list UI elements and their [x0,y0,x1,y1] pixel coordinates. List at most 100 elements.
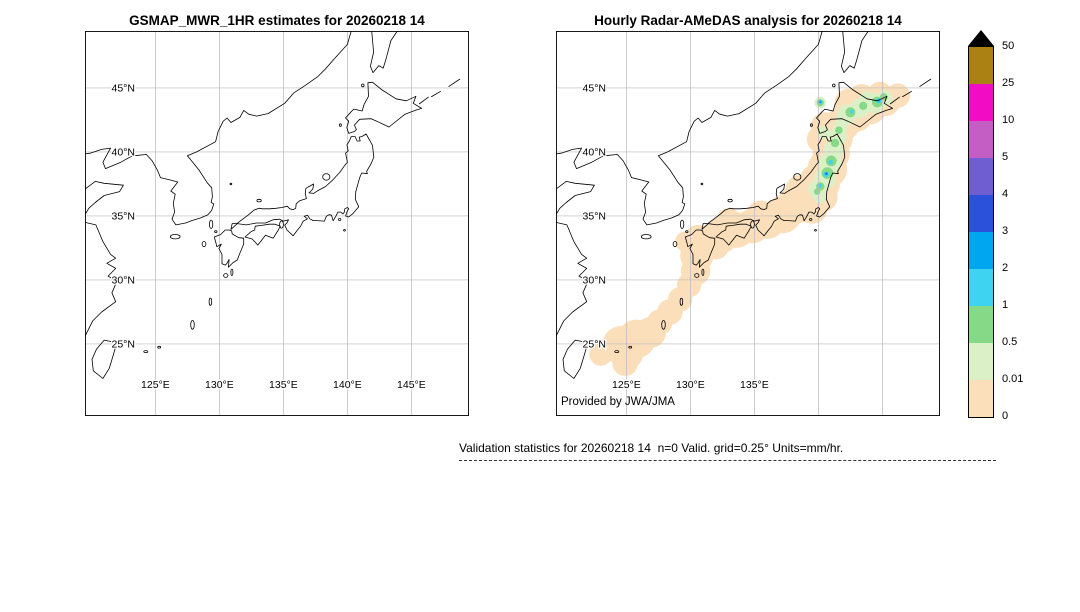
colorbar-tick-label: 5 [1002,151,1009,163]
island [793,173,802,181]
precip-cell [828,160,833,165]
island [701,268,705,276]
island [230,268,234,276]
colorbar-tick-label: 0.01 [1002,373,1024,385]
island [223,273,229,278]
coastline-path [230,133,375,237]
island [640,234,652,240]
coastline-path [85,181,124,215]
lon-tick-label: 125°E [141,379,170,391]
island [338,123,342,127]
precip-cell [612,350,638,377]
colorbar-segment [969,121,993,158]
right-map-title: Hourly Radar-AMeDAS analysis for 2026021… [594,13,902,28]
colorbar-tick-label: 0.5 [1002,336,1018,348]
coastline-path [91,339,117,379]
coastline-path [556,31,823,226]
island [661,319,666,330]
coastlines [556,31,932,379]
precip-cell [819,100,822,104]
lon-tick-label: 145°E [397,379,426,391]
coastlines [85,31,461,379]
colorbar-segment [969,232,993,269]
island [809,123,813,127]
island [672,241,678,248]
lat-tick-label: 45°N [583,82,606,94]
colorbar-overflow-triangle [968,30,994,46]
island [832,83,836,88]
colorbar-segment [969,47,993,84]
grid [85,31,469,416]
island [208,297,213,306]
island [680,219,685,229]
island [685,230,689,233]
coastline-path [562,339,588,379]
island [279,220,284,229]
island [256,198,262,203]
island [694,273,700,278]
lon-tick-label: 130°E [676,379,705,391]
coastline-path [418,96,429,105]
colorbar-tick-label: 4 [1002,188,1009,200]
island [814,229,817,232]
island [361,83,365,88]
precip-cell [813,188,821,195]
precip-cell [589,342,613,366]
colorbar-segment [969,343,993,380]
coastline-path [701,133,846,237]
precip-cell [835,126,843,134]
lon-tick-label: 135°E [740,379,769,391]
lon-tick-label: 125°E [612,379,641,391]
colorbar-tick-label: 50 [1002,40,1015,52]
precip-cell [675,231,696,252]
lon-tick-label: 140°E [333,379,362,391]
island [169,234,181,240]
island [338,218,342,221]
lat-tick-label: 25°N [112,338,135,350]
left-map-canvas: 45°N 40°N 35°N 30°N 25°N 125°E 130°E 135°E 140°E… [85,31,469,416]
coastline-path [430,90,442,98]
colorbar-tick-label: 2 [1002,262,1009,274]
lat-tick-label: 35°N [583,210,606,222]
lon-tick-label: 130°E [205,379,234,391]
coastline-path [345,81,422,134]
coastline-path [841,31,869,73]
island [143,350,149,354]
left-map-title: GSMAP_MWR_1HR estimates for 20260218 14 [129,13,425,28]
coastline-path [919,78,932,88]
colorbar-segment [969,158,993,195]
precip-cell [825,172,828,175]
coastline-path [244,223,281,246]
lat-tick-label: 40°N [583,146,606,158]
lat-tick-label: 30°N [583,274,606,286]
tick-labels: 45°N 40°N 35°N 30°N 25°N 125°E 130°E 135°E [581,81,770,392]
colorbar-tick-label: 3 [1002,225,1009,237]
island [727,198,733,203]
colorbar [968,30,994,418]
colorbar-segment [969,195,993,232]
lat-tick-label: 30°N [112,274,135,286]
precip-cell [849,109,854,114]
coastline-path [889,96,900,105]
lat-tick-label: 25°N [583,338,606,350]
colorbar-segment [969,84,993,121]
colorbar-tick-label: 10 [1002,114,1015,126]
coastline-path [85,31,352,226]
island [700,182,704,186]
coastline-path [901,90,913,98]
lat-tick-label: 35°N [112,210,135,222]
island [190,319,195,330]
coastline-path [85,222,118,337]
data-provider-credit: Provided by JWA/JMA [561,396,675,408]
precip-cell [817,126,830,140]
coastline-path [448,78,461,88]
island [214,230,218,233]
coastline-path [213,229,245,268]
coastline-path [715,223,752,246]
island [229,182,233,186]
lat-tick-label: 40°N [112,146,135,158]
island [343,229,346,232]
island [157,345,162,349]
coastline-path [684,229,716,268]
right-map-canvas: 45°N 40°N 35°N 30°N 25°N 125°E 130°E 135°E [556,31,940,416]
